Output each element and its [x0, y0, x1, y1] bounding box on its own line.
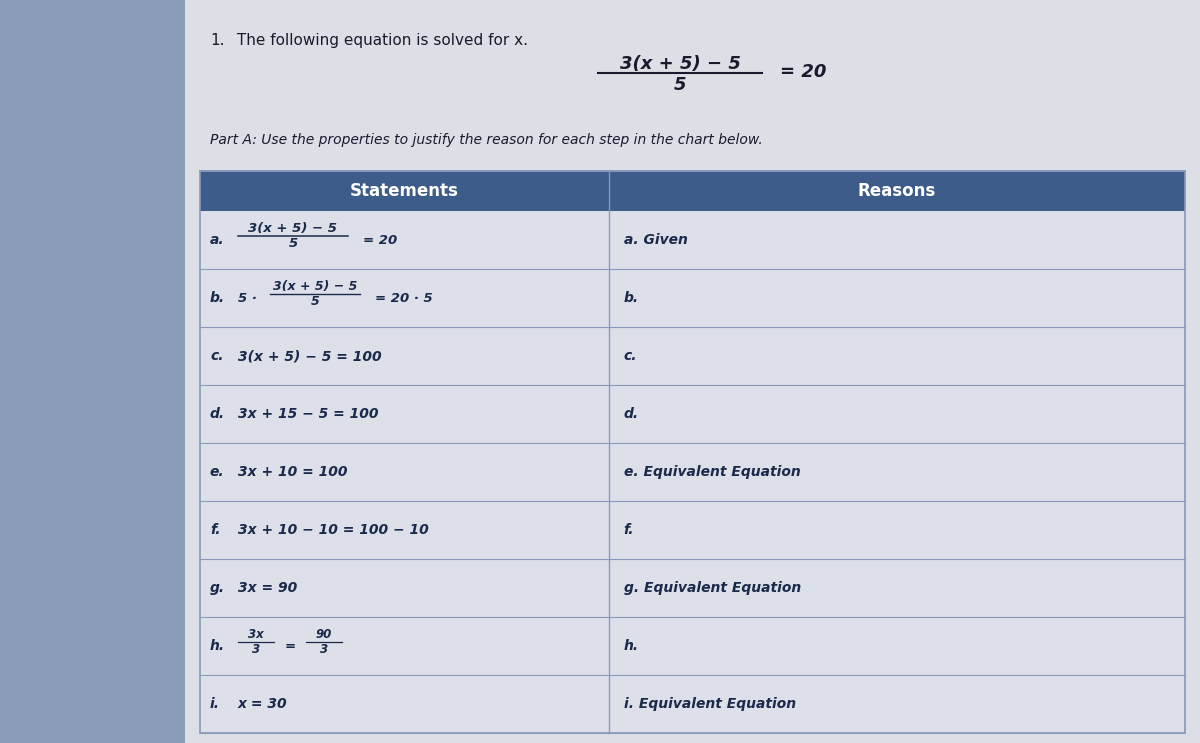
FancyBboxPatch shape [200, 443, 1186, 501]
Text: i. Equivalent Equation: i. Equivalent Equation [624, 697, 796, 711]
Text: Part A: Use the properties to justify the reason for each step in the chart belo: Part A: Use the properties to justify th… [210, 133, 763, 147]
Text: d.: d. [210, 407, 226, 421]
Text: c.: c. [624, 349, 637, 363]
Text: g.: g. [210, 581, 226, 595]
Text: e. Equivalent Equation: e. Equivalent Equation [624, 465, 800, 479]
Text: 3: 3 [320, 643, 328, 656]
Text: 3(x + 5) − 5: 3(x + 5) − 5 [272, 280, 358, 293]
FancyBboxPatch shape [200, 559, 1186, 617]
FancyBboxPatch shape [200, 269, 1186, 327]
Text: 5 ·: 5 · [238, 291, 257, 305]
Text: Statements: Statements [350, 182, 458, 200]
Text: 5: 5 [673, 76, 686, 94]
Text: Reasons: Reasons [858, 182, 936, 200]
Text: f.: f. [210, 523, 221, 537]
FancyBboxPatch shape [200, 617, 1186, 675]
FancyBboxPatch shape [200, 675, 1186, 733]
FancyBboxPatch shape [200, 327, 1186, 385]
Text: a. Given: a. Given [624, 233, 688, 247]
Text: 3x + 10 − 10 = 100 − 10: 3x + 10 − 10 = 100 − 10 [238, 523, 428, 537]
Text: x = 30: x = 30 [238, 697, 288, 711]
Text: 5: 5 [311, 295, 319, 308]
Text: 3(x + 5) − 5: 3(x + 5) − 5 [619, 55, 740, 73]
Text: = 20: = 20 [364, 233, 397, 247]
Text: 3(x + 5) − 5: 3(x + 5) − 5 [248, 222, 337, 235]
Text: = 20: = 20 [780, 63, 827, 81]
FancyBboxPatch shape [200, 171, 1186, 733]
FancyBboxPatch shape [200, 385, 1186, 443]
Text: a.: a. [210, 233, 224, 247]
FancyBboxPatch shape [200, 501, 1186, 559]
Text: 3(x + 5) − 5 = 100: 3(x + 5) − 5 = 100 [238, 349, 382, 363]
FancyBboxPatch shape [200, 171, 1186, 211]
Text: 3x = 90: 3x = 90 [238, 581, 298, 595]
Text: g. Equivalent Equation: g. Equivalent Equation [624, 581, 802, 595]
Text: d.: d. [624, 407, 638, 421]
Text: h.: h. [624, 639, 638, 653]
FancyBboxPatch shape [200, 211, 1186, 269]
Text: 3x + 10 = 100: 3x + 10 = 100 [238, 465, 348, 479]
Text: = 20 · 5: = 20 · 5 [374, 291, 433, 305]
Text: 5: 5 [288, 237, 298, 250]
Text: c.: c. [210, 349, 223, 363]
Text: b.: b. [210, 291, 226, 305]
Text: 1.: 1. [210, 33, 224, 48]
Text: 90: 90 [316, 628, 332, 641]
Text: 3x: 3x [248, 628, 264, 641]
FancyBboxPatch shape [185, 0, 1200, 743]
FancyBboxPatch shape [0, 0, 220, 743]
Text: =: = [284, 640, 295, 652]
Text: The following equation is solved for x.: The following equation is solved for x. [232, 33, 528, 48]
Text: f.: f. [624, 523, 635, 537]
Text: h.: h. [210, 639, 226, 653]
Text: e.: e. [210, 465, 224, 479]
Text: 3x + 15 − 5 = 100: 3x + 15 − 5 = 100 [238, 407, 378, 421]
Text: 3: 3 [252, 643, 260, 656]
Text: i.: i. [210, 697, 220, 711]
Text: b.: b. [624, 291, 638, 305]
